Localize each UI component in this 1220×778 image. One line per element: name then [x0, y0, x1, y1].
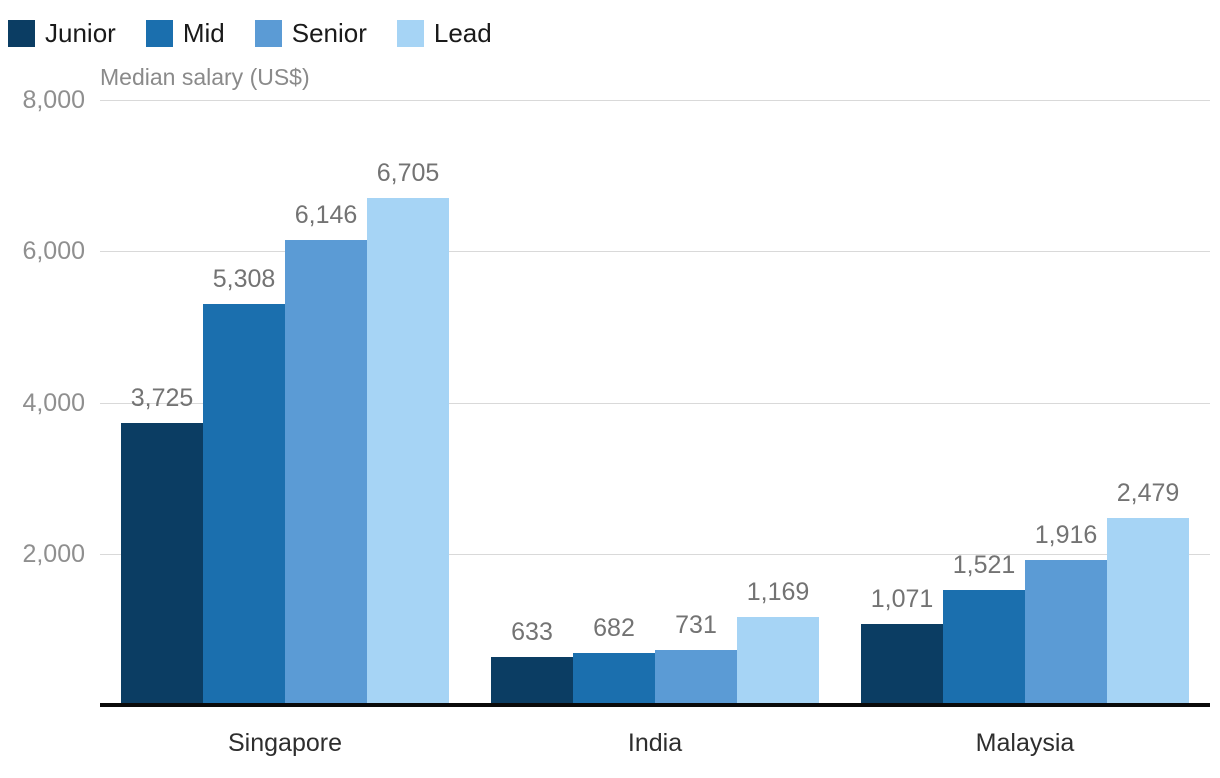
legend-item-junior: Junior — [8, 20, 116, 47]
bar-senior-malaysia — [1025, 560, 1107, 705]
y-tick-label: 6,000 — [22, 237, 85, 266]
bar-lead-malaysia — [1107, 517, 1189, 705]
x-axis-line — [100, 703, 1210, 707]
bar-lead-india — [737, 616, 819, 705]
bar-value-label: 1,521 — [952, 550, 1016, 579]
bar-value-label: 3,725 — [130, 384, 194, 413]
bar-junior-malaysia — [861, 624, 943, 705]
legend-item-senior: Senior — [254, 18, 367, 48]
gridline — [100, 402, 1210, 404]
bar-value-label: 6,705 — [376, 158, 440, 187]
legend-swatch-junior — [8, 20, 35, 47]
legend-label: Junior — [45, 18, 116, 48]
bar-mid-malaysia — [943, 589, 1025, 705]
bar-lead-singapore — [367, 197, 449, 705]
bar-value-label: 2,479 — [1116, 478, 1180, 507]
chart-legend: Junior Mid Senior Lead — [8, 20, 492, 47]
legend-label: Mid — [182, 18, 225, 48]
bar-junior-singapore — [121, 423, 203, 705]
legend-item-lead: Lead — [396, 18, 492, 48]
bar-value-label: 731 — [675, 610, 717, 639]
bar-value-label: 682 — [593, 614, 635, 643]
bar-value-label: 1,169 — [746, 577, 810, 606]
legend-label: Senior — [291, 18, 367, 48]
bar-value-label: 1,071 — [870, 585, 934, 613]
bar-value-label: 633 — [511, 618, 553, 647]
y-tick-label: 2,000 — [22, 539, 85, 568]
x-category-label: India — [627, 729, 683, 757]
legend-swatch-senior — [254, 20, 282, 47]
legend-swatch-lead — [396, 20, 424, 47]
x-category-label: Singapore — [228, 729, 342, 757]
bar-value-label: 6,146 — [294, 201, 358, 230]
bar-mid-india — [573, 653, 655, 705]
gridline — [100, 100, 1210, 101]
y-tick-label: 8,000 — [22, 86, 85, 114]
legend-item-mid: Mid — [145, 18, 225, 48]
bar-junior-india — [491, 657, 573, 705]
bar-value-label: 5,308 — [212, 264, 276, 293]
legend-swatch-mid — [145, 20, 173, 47]
gridline — [100, 251, 1210, 253]
bar-senior-singapore — [285, 240, 367, 705]
gridline — [100, 553, 1210, 555]
bar-mid-singapore — [203, 303, 285, 705]
bar-value-label: 1,916 — [1034, 521, 1098, 550]
x-category-label: Malaysia — [975, 729, 1075, 757]
legend-label: Lead — [433, 18, 492, 48]
bar-senior-india — [655, 649, 737, 705]
y-tick-label: 4,000 — [22, 388, 85, 417]
y-axis-title: Median salary (US$) — [100, 64, 310, 90]
